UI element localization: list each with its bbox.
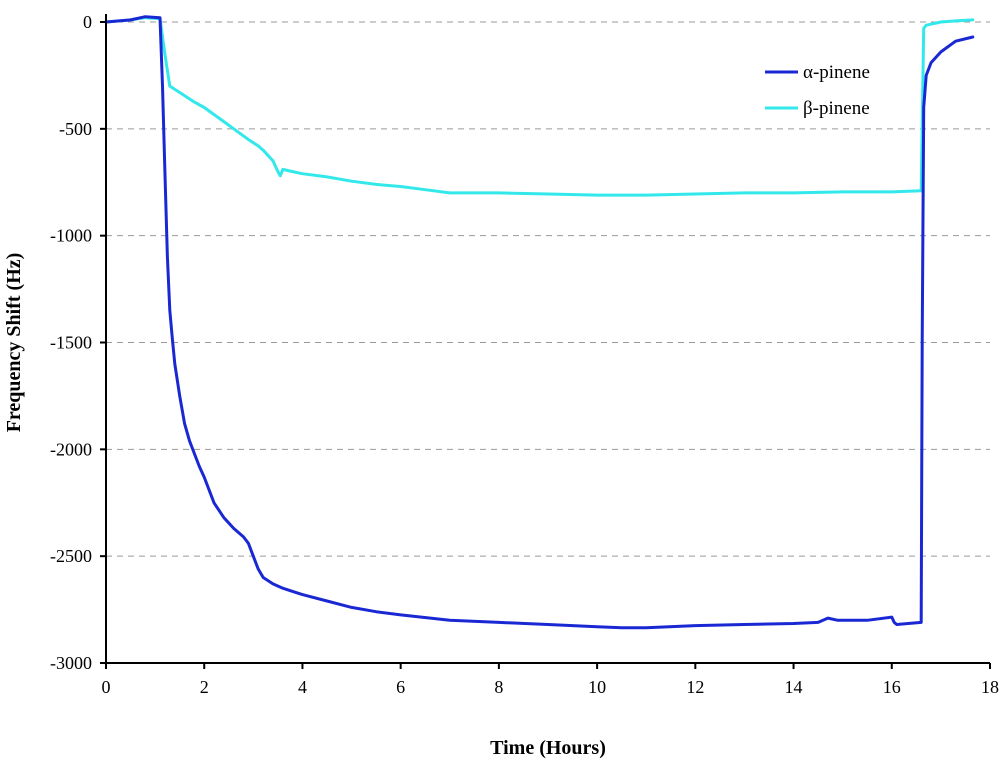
- x-tick-label-8: 16: [883, 677, 901, 697]
- y-tick-label-0: 0: [83, 12, 92, 32]
- y-axis-title: Frequency Shift (Hz): [3, 253, 25, 433]
- x-tick-label-9: 18: [981, 677, 999, 697]
- x-tick-label-7: 14: [785, 677, 803, 697]
- y-tick-label-4: -2000: [50, 439, 92, 459]
- axes: [105, 14, 990, 664]
- x-tick-label-2: 4: [298, 677, 307, 697]
- x-tick-label-0: 0: [102, 677, 111, 697]
- tick-marks-and-labels: 0 -500 -1000 -1500 -2000 -2500 -3000 0 2 4 6 8 10 12 1…: [50, 12, 999, 697]
- x-tick-label-1: 2: [200, 677, 209, 697]
- legend-label-alpha-pinene: α-pinene: [803, 62, 870, 83]
- y-tick-label-1: -500: [59, 119, 92, 139]
- x-tick-label-5: 10: [588, 677, 606, 697]
- legend: α-pinene β-pinene: [765, 62, 870, 119]
- y-tick-label-6: -3000: [50, 653, 92, 673]
- y-tick-label-2: -1000: [50, 226, 92, 246]
- legend-label-beta-pinene: β-pinene: [803, 98, 870, 119]
- x-tick-label-4: 8: [494, 677, 503, 697]
- series-lines: [104, 15, 975, 630]
- x-tick-label-3: 6: [396, 677, 405, 697]
- series-line-beta-pinene: [104, 16, 975, 197]
- series-line-alpha-pinene: [104, 15, 975, 630]
- y-tick-label-5: -2500: [50, 546, 92, 566]
- y-tick-label-3: -1500: [50, 333, 92, 353]
- x-tick-label-6: 12: [686, 677, 704, 697]
- x-axis-title: Time (Hours): [490, 737, 606, 759]
